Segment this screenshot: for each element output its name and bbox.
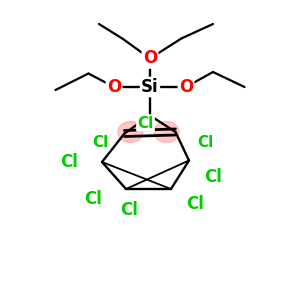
Text: Cl: Cl [60, 153, 78, 171]
Text: Cl: Cl [197, 135, 214, 150]
Text: Cl: Cl [92, 135, 109, 150]
Text: O: O [143, 50, 157, 68]
Text: Cl: Cl [137, 116, 154, 130]
Text: Cl: Cl [186, 195, 204, 213]
Text: Cl: Cl [204, 168, 222, 186]
Ellipse shape [154, 122, 179, 142]
Text: O: O [107, 78, 121, 96]
Text: O: O [179, 78, 193, 96]
Text: Cl: Cl [84, 190, 102, 208]
Text: Cl: Cl [120, 201, 138, 219]
Ellipse shape [118, 122, 143, 142]
Text: Si: Si [141, 78, 159, 96]
